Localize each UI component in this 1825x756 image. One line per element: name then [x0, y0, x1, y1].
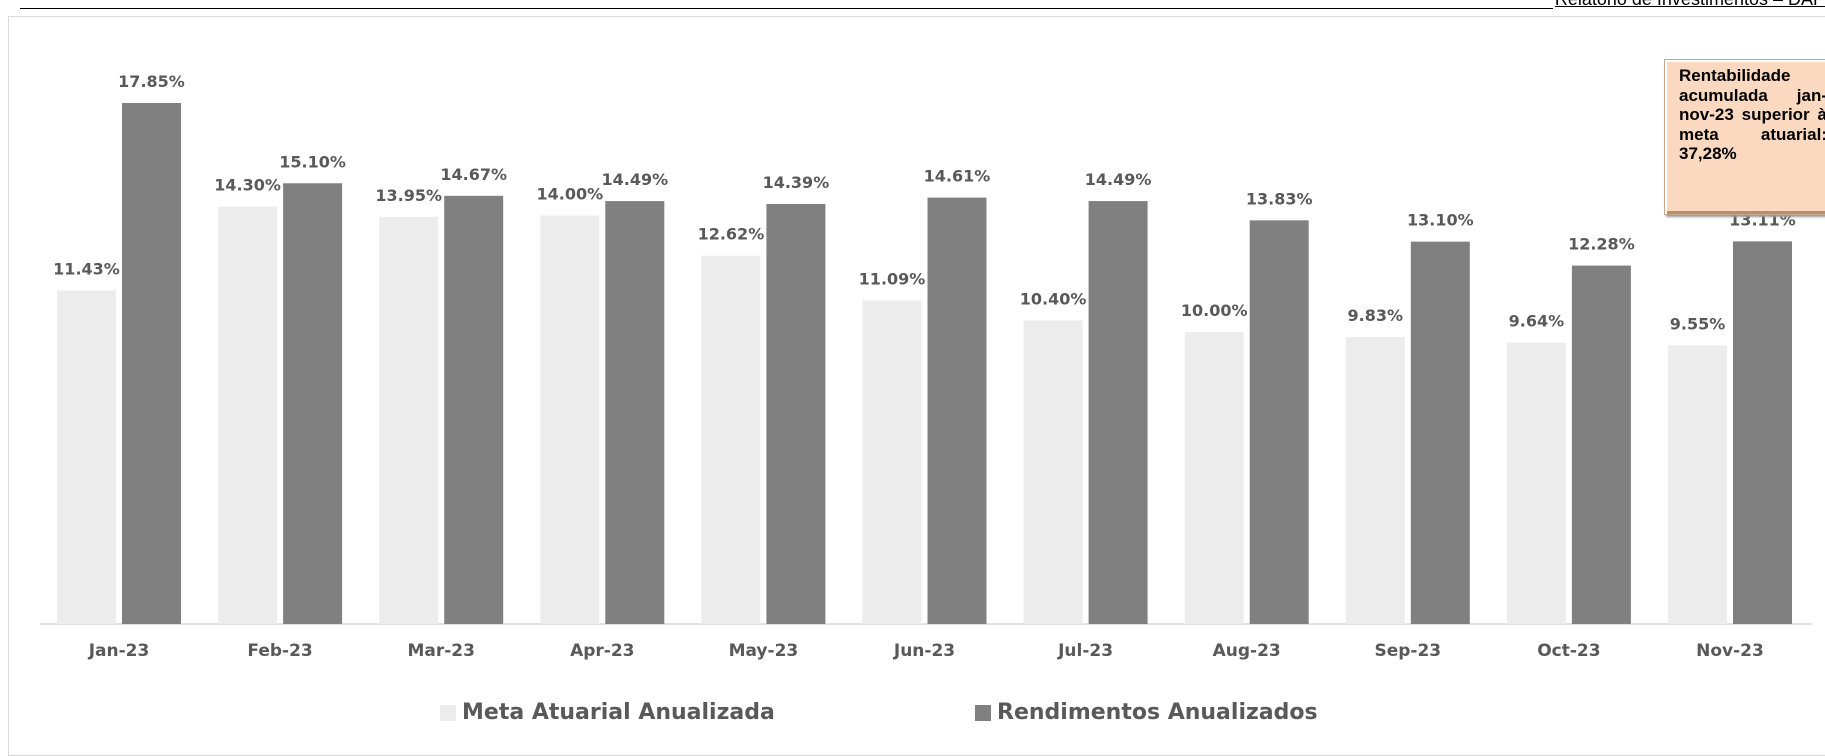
- data-label-meta-jun-23: 11.09%: [859, 269, 926, 288]
- data-label-rendimentos-nov-23: 13.11%: [1729, 210, 1796, 229]
- data-label-rendimentos-jun-23: 14.61%: [924, 167, 991, 186]
- x-tick-label-jul-23: Jul-23: [1057, 641, 1113, 661]
- bar-meta-jul-23: [1023, 320, 1083, 624]
- data-label-meta-sep-23: 9.83%: [1348, 306, 1404, 325]
- x-tick-label-apr-23: Apr-23: [570, 641, 634, 661]
- bar-meta-aug-23: [1184, 332, 1244, 624]
- data-label-meta-nov-23: 9.55%: [1670, 314, 1726, 333]
- bar-rendimentos-jan-23: [122, 103, 181, 624]
- data-label-rendimentos-mar-23: 14.67%: [440, 165, 507, 184]
- data-label-meta-jan-23: 11.43%: [53, 259, 120, 278]
- bar-meta-may-23: [701, 255, 761, 624]
- bar-rendimentos-nov-23: [1733, 241, 1792, 624]
- bar-meta-nov-23: [1668, 345, 1727, 624]
- data-label-rendimentos-oct-23: 12.28%: [1568, 235, 1635, 254]
- x-tick-label-may-23: May-23: [729, 641, 799, 661]
- bar-meta-mar-23: [379, 216, 439, 624]
- callout-box: Rentabilidade acumulada jan-nov-23 super…: [1664, 59, 1825, 215]
- data-label-rendimentos-aug-23: 13.83%: [1246, 189, 1313, 208]
- data-label-meta-apr-23: 14.00%: [536, 184, 603, 203]
- x-tick-label-aug-23: Aug-23: [1213, 641, 1281, 661]
- bar-chart: 11.43% 17.85% Jan-23 14.30% 15.10% Feb-23 13.9…: [40, 72, 1812, 661]
- bar-meta-oct-23: [1506, 342, 1566, 624]
- x-tick-label-jun-23: Jun-23: [893, 641, 955, 661]
- bar-rendimentos-aug-23: [1249, 220, 1309, 624]
- legend-item-rendimentos: Rendimentos Anualizados: [975, 700, 1318, 725]
- bar-meta-sep-23: [1345, 337, 1405, 624]
- data-label-meta-jul-23: 10.40%: [1020, 289, 1087, 308]
- bar-meta-apr-23: [540, 215, 600, 624]
- bar-rendimentos-apr-23: [605, 201, 665, 624]
- legend-label-rendimentos: Rendimentos Anualizados: [997, 700, 1318, 725]
- data-label-rendimentos-sep-23: 13.10%: [1407, 211, 1474, 230]
- data-label-meta-may-23: 12.62%: [698, 225, 765, 244]
- x-tick-label-oct-23: Oct-23: [1537, 641, 1600, 661]
- data-label-rendimentos-jan-23: 17.85%: [118, 72, 185, 91]
- data-label-rendimentos-jul-23: 14.49%: [1085, 170, 1152, 189]
- data-label-meta-mar-23: 13.95%: [375, 186, 442, 205]
- legend-item-meta: Meta Atuarial Anualizada: [440, 700, 775, 725]
- data-label-rendimentos-may-23: 14.39%: [763, 173, 830, 192]
- legend-label-meta: Meta Atuarial Anualizada: [462, 700, 775, 725]
- bar-rendimentos-may-23: [766, 203, 826, 624]
- data-label-rendimentos-apr-23: 14.49%: [601, 170, 668, 189]
- chart-legend: Meta Atuarial Anualizada Rendimentos Anu…: [0, 700, 1825, 734]
- bar-rendimentos-jun-23: [927, 197, 987, 625]
- bar-rendimentos-oct-23: [1571, 265, 1631, 624]
- legend-swatch-meta: [440, 704, 456, 721]
- callout-text: Rentabilidade acumulada jan-nov-23 super…: [1679, 66, 1825, 163]
- bar-rendimentos-mar-23: [444, 195, 504, 624]
- x-tick-label-jan-23: Jan-23: [88, 641, 150, 661]
- report-title: Relatório de Investimentos – DAP: [1552, 0, 1825, 9]
- data-label-meta-aug-23: 10.00%: [1181, 301, 1248, 320]
- bar-rendimentos-sep-23: [1410, 241, 1470, 624]
- bar-meta-feb-23: [218, 206, 278, 624]
- header-rule: [20, 0, 1825, 9]
- data-label-rendimentos-feb-23: 15.10%: [279, 152, 346, 171]
- x-tick-label-mar-23: Mar-23: [407, 641, 475, 661]
- bar-rendimentos-jul-23: [1088, 201, 1148, 624]
- x-tick-label-sep-23: Sep-23: [1374, 641, 1441, 661]
- bar-meta-jun-23: [862, 300, 922, 624]
- legend-swatch-rendimentos: [975, 704, 991, 721]
- x-tick-label-feb-23: Feb-23: [247, 641, 312, 661]
- data-label-meta-feb-23: 14.30%: [214, 176, 281, 195]
- x-tick-label-nov-23: Nov-23: [1696, 641, 1764, 661]
- data-label-meta-oct-23: 9.64%: [1509, 312, 1565, 331]
- bar-rendimentos-feb-23: [283, 183, 343, 624]
- bar-meta-jan-23: [57, 290, 116, 624]
